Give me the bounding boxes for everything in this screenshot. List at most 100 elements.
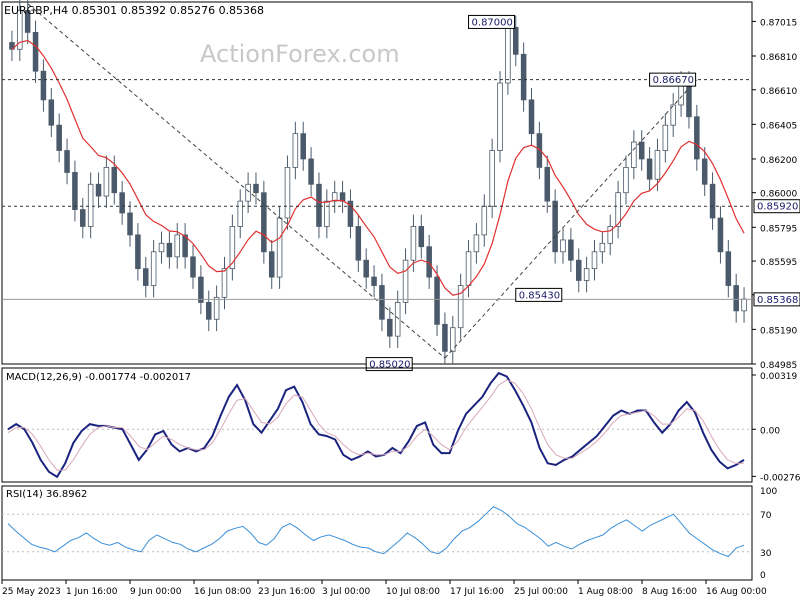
annotation-label: 0.86670 [653, 75, 694, 86]
candle-body [481, 205, 488, 236]
candle-body [32, 31, 39, 72]
candle-body [292, 133, 299, 168]
annotation-label: 0.85020 [369, 360, 410, 371]
candle-body [198, 276, 204, 303]
candle-body [520, 53, 527, 101]
candle-body [245, 183, 251, 202]
annotation-box [365, 357, 413, 372]
annotation-box [515, 287, 563, 302]
watermark: ActionForex.com [200, 40, 400, 68]
candle-body [143, 268, 149, 286]
price-tick-label: 0.85190 [760, 326, 797, 336]
candle-body [24, 10, 31, 33]
candle-body [450, 327, 456, 352]
candle-body [662, 124, 669, 151]
candle-body [80, 209, 86, 227]
x-tick-label: 8 Aug 16:00 [642, 587, 697, 597]
candle-body [717, 217, 724, 253]
candle-body [544, 166, 551, 202]
price-tick-label: 0.87015 [760, 18, 797, 28]
candle-body [741, 298, 747, 312]
candle-body [371, 276, 377, 286]
candle-body [331, 192, 338, 202]
candle-body [174, 234, 181, 258]
x-tick-label: 9 Jun 00:00 [130, 587, 182, 597]
candle-body [552, 200, 558, 253]
candle-body [497, 82, 503, 151]
candle-body [339, 192, 346, 202]
annotation-label: 0.85430 [519, 290, 560, 301]
candle-body [135, 234, 141, 270]
candle-body [237, 200, 243, 227]
candle-body [166, 242, 173, 258]
candle-body [72, 172, 78, 210]
rsi-title: RSI(14) 36.8962 [6, 489, 87, 500]
x-tick-label: 25 Jul 00:00 [514, 587, 568, 597]
candle-body [568, 239, 574, 261]
x-axis: 25 May 2023 1 Jun 16:00 9 Jun 00:00 16 Jun … [1, 580, 767, 597]
x-tick-label: 10 Jul 08:00 [386, 587, 440, 597]
rsi-tick-label: 100 [760, 487, 777, 497]
x-tick-label: 3 Jul 00:00 [322, 587, 371, 597]
candle-body [457, 285, 464, 329]
annotation-box [753, 292, 800, 307]
annotation-label: 0.87000 [472, 17, 513, 28]
candle-body [670, 104, 676, 126]
candle-body [560, 239, 566, 253]
candle-body [95, 183, 102, 197]
x-tick-label: 23 Jun 16:00 [258, 587, 315, 597]
candle-body [111, 166, 118, 194]
candle-body [17, 10, 23, 50]
x-tick-label: 1 Jun 16:00 [66, 587, 118, 597]
candle-body [654, 150, 661, 180]
moving-average-line [11, 39, 745, 296]
candle-body [505, 26, 511, 84]
candle-body [615, 192, 621, 227]
candle-body [127, 212, 133, 236]
candle-body [158, 242, 165, 253]
candle-body [324, 200, 330, 227]
candle-body [363, 259, 369, 278]
candle-body [261, 192, 267, 253]
candle-body [316, 183, 322, 227]
price-tick-label: 0.84985 [760, 361, 797, 371]
annotation-label: 0.85920 [757, 202, 798, 213]
candle-body [489, 150, 495, 207]
candle-body [308, 158, 314, 185]
annotation-box [468, 14, 516, 29]
price-panel: 0.87015 0.86810 0.86610 0.86405 0.86200 0.860… [1, 0, 800, 372]
candle-body [48, 99, 55, 126]
candle-body [733, 285, 739, 312]
candle-body [402, 259, 409, 303]
candle-body [410, 226, 417, 261]
candle-body [268, 251, 275, 278]
candle-body [300, 133, 306, 160]
candle-body [347, 200, 354, 227]
price-tick-label: 0.86000 [760, 190, 797, 200]
candle-body [465, 251, 472, 286]
candle-body [190, 256, 196, 278]
rsi-tick-label: 70 [760, 511, 772, 521]
candle-body [355, 226, 362, 261]
x-tick-label: 25 May 2023 [2, 587, 61, 597]
price-tick-label: 0.86405 [760, 121, 797, 131]
candle-body [87, 183, 94, 227]
candle-body [205, 302, 212, 320]
candle-body [119, 192, 125, 214]
candle-body [221, 268, 228, 298]
candle-body [631, 141, 637, 168]
candle-body [694, 116, 700, 160]
macd-panel: 0.00319 0.00 -0.002769 [1, 367, 800, 483]
candle-body [394, 302, 401, 337]
price-tick-label: 0.85595 [760, 258, 797, 268]
candle-body [513, 26, 519, 55]
candle-body [213, 296, 220, 320]
rsi-panel: 100 70 30 0 [1, 485, 777, 581]
macd-title: MACD(12,26,9) -0.001774 -0.002017 [6, 372, 191, 383]
candle-body [284, 166, 291, 219]
price-header: EURGBP,H4 0.85301 0.85392 0.85276 0.8536… [4, 4, 264, 17]
x-tick-label: 16 Aug 00:00 [706, 587, 767, 597]
candle-body [473, 234, 480, 253]
candle-body [276, 217, 283, 278]
